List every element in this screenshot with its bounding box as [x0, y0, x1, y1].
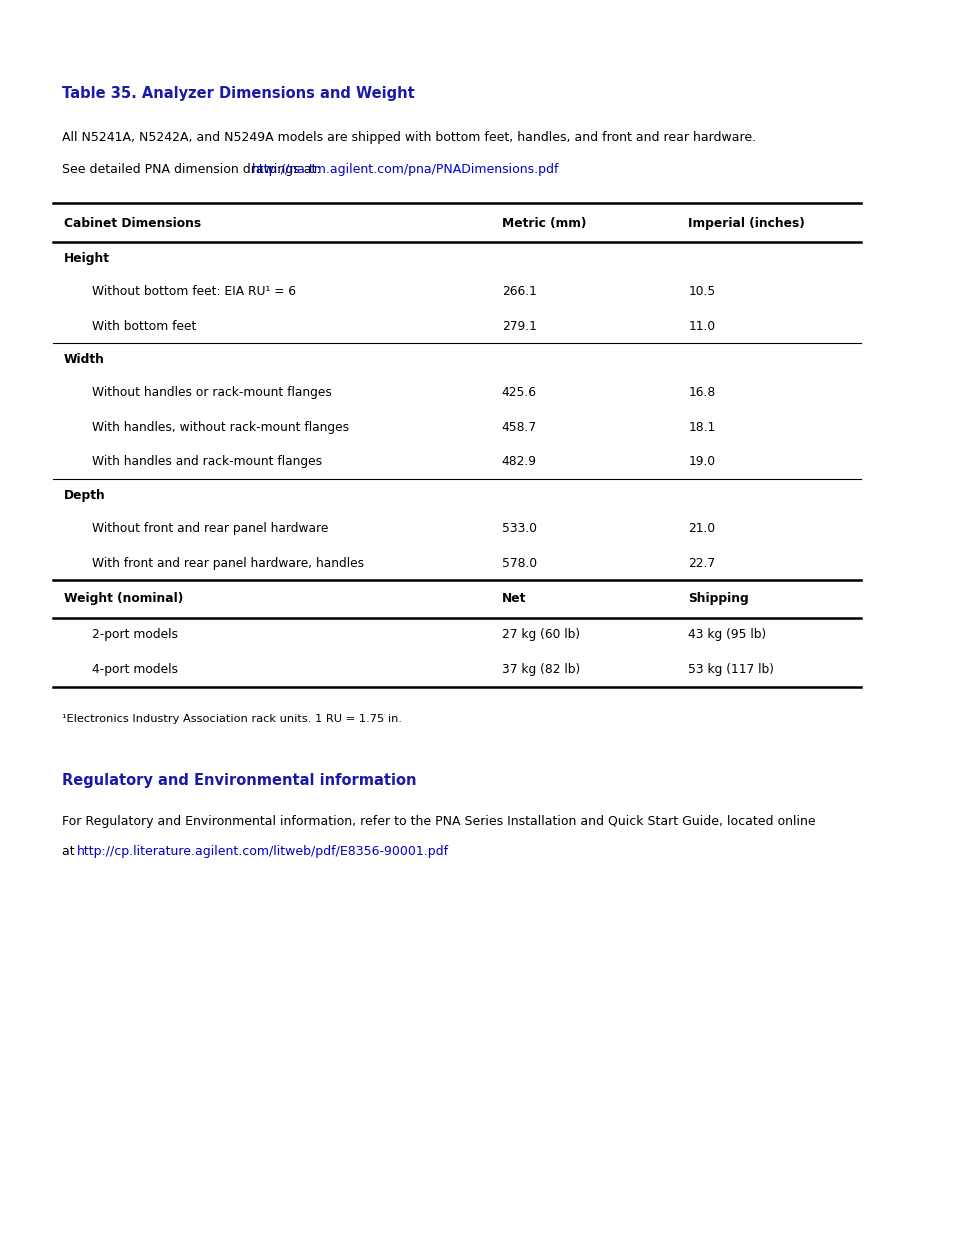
Text: 10.5: 10.5 [687, 285, 715, 298]
Text: Height: Height [64, 252, 110, 264]
Text: Shipping: Shipping [687, 593, 748, 605]
Text: See detailed PNA dimension drawings at:: See detailed PNA dimension drawings at: [62, 163, 324, 177]
Text: Depth: Depth [64, 489, 106, 501]
Text: Width: Width [64, 353, 105, 366]
Text: 11.0: 11.0 [687, 320, 715, 332]
Text: 458.7: 458.7 [501, 421, 537, 433]
Text: 16.8: 16.8 [687, 387, 715, 399]
Text: 533.0: 533.0 [501, 522, 537, 535]
Text: 43 kg (95 lb): 43 kg (95 lb) [687, 629, 765, 641]
Text: For Regulatory and Environmental information, refer to the PNA Series Installati: For Regulatory and Environmental informa… [62, 815, 815, 829]
Text: Weight (nominal): Weight (nominal) [64, 593, 183, 605]
Text: http://cp.literature.agilent.com/litweb/pdf/E8356-90001.pdf: http://cp.literature.agilent.com/litweb/… [76, 845, 448, 858]
Text: 2-port models: 2-port models [92, 629, 178, 641]
Text: 4-port models: 4-port models [92, 663, 178, 676]
Text: Without bottom feet: EIA RU¹ = 6: Without bottom feet: EIA RU¹ = 6 [92, 285, 296, 298]
Text: With handles, without rack-mount flanges: With handles, without rack-mount flanges [92, 421, 349, 433]
Text: http://na.tm.agilent.com/pna/PNADimensions.pdf: http://na.tm.agilent.com/pna/PNADimensio… [252, 163, 559, 177]
Text: 53 kg (117 lb): 53 kg (117 lb) [687, 663, 774, 676]
Text: 425.6: 425.6 [501, 387, 537, 399]
Text: 18.1: 18.1 [687, 421, 715, 433]
Text: 279.1: 279.1 [501, 320, 536, 332]
Text: 482.9: 482.9 [501, 456, 537, 468]
Text: Net: Net [501, 593, 525, 605]
Text: Table 35. Analyzer Dimensions and Weight: Table 35. Analyzer Dimensions and Weight [62, 86, 415, 101]
Text: Cabinet Dimensions: Cabinet Dimensions [64, 217, 201, 230]
Text: at: at [62, 845, 79, 858]
Text: With handles and rack-mount flanges: With handles and rack-mount flanges [92, 456, 322, 468]
Text: Metric (mm): Metric (mm) [501, 217, 585, 230]
Text: Imperial (inches): Imperial (inches) [687, 217, 804, 230]
Text: With front and rear panel hardware, handles: With front and rear panel hardware, hand… [92, 557, 364, 569]
Text: Regulatory and Environmental information: Regulatory and Environmental information [62, 773, 416, 788]
Text: ¹Electronics Industry Association rack units. 1 RU = 1.75 in.: ¹Electronics Industry Association rack u… [62, 714, 402, 724]
Text: 37 kg (82 lb): 37 kg (82 lb) [501, 663, 579, 676]
Text: All N5241A, N5242A, and N5249A models are shipped with bottom feet, handles, and: All N5241A, N5242A, and N5249A models ar… [62, 131, 756, 144]
Text: 27 kg (60 lb): 27 kg (60 lb) [501, 629, 579, 641]
Text: 19.0: 19.0 [687, 456, 715, 468]
Text: 21.0: 21.0 [687, 522, 715, 535]
Text: 266.1: 266.1 [501, 285, 536, 298]
Text: 22.7: 22.7 [687, 557, 715, 569]
Text: Without handles or rack-mount flanges: Without handles or rack-mount flanges [92, 387, 332, 399]
Text: 578.0: 578.0 [501, 557, 537, 569]
Text: With bottom feet: With bottom feet [92, 320, 196, 332]
Text: Without front and rear panel hardware: Without front and rear panel hardware [92, 522, 329, 535]
Text: .: . [356, 845, 360, 858]
